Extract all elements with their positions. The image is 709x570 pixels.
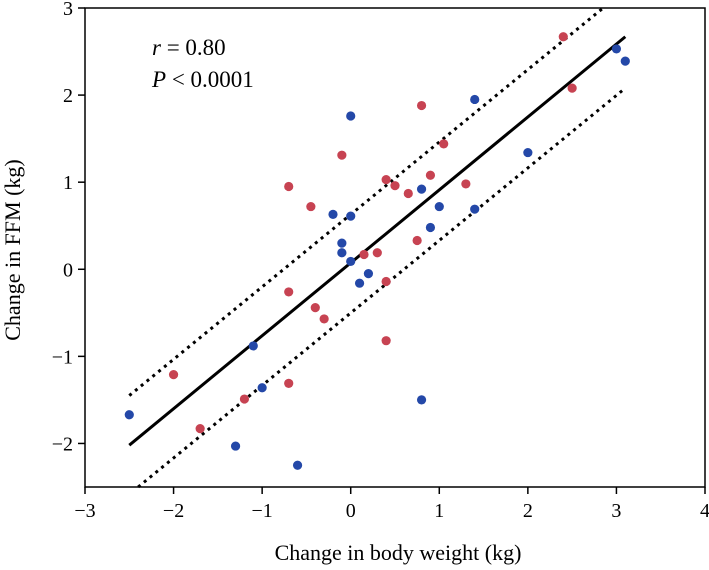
y-tick-label: −1 [52,346,73,368]
data-point-blue [416,395,427,405]
x-tick-label: −1 [252,500,273,522]
data-point-red [306,201,316,212]
y-tick-label: 2 [63,85,73,107]
x-tick-label: 0 [346,500,356,522]
x-tick-label: 1 [434,500,444,522]
data-point-red [425,170,436,180]
x-tick-label: −3 [74,500,95,522]
data-point-blue [257,383,267,393]
y-axis-ticks: −2 −1 0 1 2 3 [52,0,85,455]
data-point-blue [363,269,374,279]
data-point-blue [346,211,356,221]
data-point-blue [523,147,533,158]
data-point-red [359,249,369,260]
data-point-blue [337,248,347,258]
data-point-blue [416,184,427,194]
data-point-red [381,276,391,287]
data-point-red [558,32,568,42]
data-point-red [195,424,205,434]
data-point-blue [328,209,338,220]
data-point-red [567,83,577,93]
data-point-blue [470,204,480,214]
data-point-red [461,179,471,189]
data-point-blue [346,111,356,121]
data-point-red [381,174,391,185]
data-point-red [381,336,391,346]
data-point-red [239,394,250,404]
data-point-blue [434,201,444,212]
data-point-blue [248,341,258,351]
x-tick-label: 3 [611,500,621,522]
data-point-red [416,100,427,111]
lower-ci-line [137,86,627,489]
y-tick-label: −2 [52,433,73,455]
data-point-blue [620,56,630,66]
data-point-red [412,235,422,246]
data-point-red [284,181,294,192]
data-points [124,32,630,470]
x-tick-label: 4 [700,500,709,522]
x-axis-title: Change in body weight (kg) [275,540,522,565]
data-point-blue [124,410,134,420]
data-point-red [319,314,329,324]
r-value: = 0.80 [161,35,226,60]
p-symbol: P [151,67,166,92]
data-point-red [337,150,347,160]
regression-line [128,35,627,447]
p-annotation: P < 0.0001 [151,67,254,92]
y-tick-label: 0 [63,259,73,281]
data-point-blue [230,441,241,451]
data-point-blue [470,94,480,105]
data-point-blue [611,44,622,54]
data-point-red [310,302,320,313]
data-point-blue [292,460,303,470]
r-annotation: r = 0.80 [152,35,226,60]
data-point-red [403,188,413,199]
plot-frame [84,7,706,488]
regression-lines [128,6,627,489]
x-tick-label: 2 [523,500,533,522]
r-symbol: r [152,35,162,60]
data-point-red [390,181,400,191]
data-point-red [284,378,294,388]
x-tick-label: −2 [163,500,184,522]
data-point-red [168,370,179,380]
data-point-blue [354,278,365,288]
x-axis-ticks: −3 −2 −1 0 1 2 3 4 [74,487,709,522]
data-point-red [284,287,294,297]
y-tick-label: 1 [63,172,73,194]
data-point-blue [337,238,347,248]
data-point-red [439,139,449,149]
p-value: < 0.0001 [166,67,254,92]
data-point-blue [425,222,436,233]
upper-ci-line [128,6,605,397]
y-axis-title: Change in FFM (kg) [0,159,25,341]
data-point-red [372,248,382,258]
data-point-blue [346,256,356,267]
y-tick-label: 3 [63,0,73,20]
